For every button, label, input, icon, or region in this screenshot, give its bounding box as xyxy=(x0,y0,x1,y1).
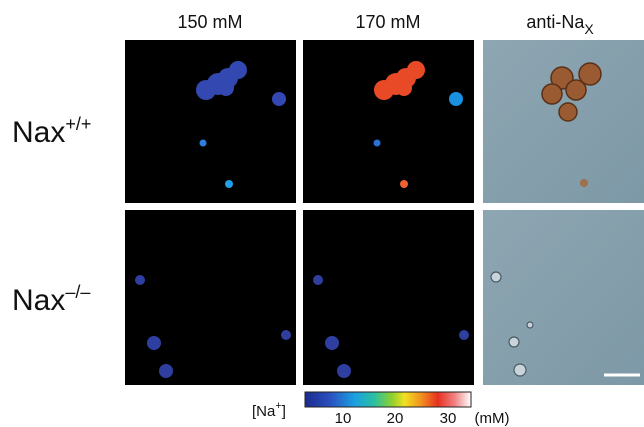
cell xyxy=(580,179,588,187)
colorbar-tick: 10 xyxy=(335,410,352,427)
cell xyxy=(400,180,408,188)
row-text: Nax xyxy=(12,284,65,317)
colorbar-label-end: ] xyxy=(282,403,286,420)
cell xyxy=(200,140,207,147)
colorbar xyxy=(305,392,471,407)
cell xyxy=(374,140,381,147)
column-header: anti-NaX xyxy=(526,12,594,37)
row-superscript: –/– xyxy=(65,282,90,302)
column-header: 170 mM xyxy=(355,12,420,32)
row-text: Nax xyxy=(12,116,65,149)
image-panel xyxy=(303,210,474,385)
colorbar-tick: 30 xyxy=(440,410,457,427)
header-text: anti-Na xyxy=(526,12,585,32)
image-panel xyxy=(125,40,296,203)
colorbar-label: [Na+] xyxy=(252,400,286,420)
cell xyxy=(225,180,233,188)
image-panel xyxy=(483,210,644,385)
image-panel xyxy=(303,40,474,203)
column-header: 150 mM xyxy=(177,12,242,32)
colorbar-unit: (mM) xyxy=(475,410,510,427)
row-label: Nax+/+ xyxy=(12,114,91,149)
colorbar-label-text: [Na xyxy=(252,403,276,420)
image-panel xyxy=(125,210,296,385)
row-superscript: +/+ xyxy=(65,114,91,134)
cell xyxy=(449,92,463,106)
figure: 150 mM 170 mM anti-NaX Nax+/+ Nax–/– [Na… xyxy=(0,0,644,427)
image-panel xyxy=(483,40,644,203)
colorbar-tick: 20 xyxy=(387,410,404,427)
header-subscript: X xyxy=(584,21,594,37)
row-label: Nax–/– xyxy=(12,282,90,317)
